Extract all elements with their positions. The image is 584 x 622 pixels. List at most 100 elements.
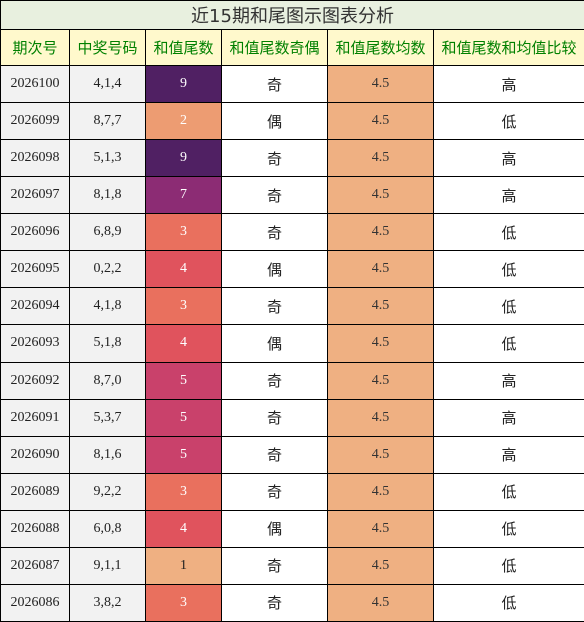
sum-tail-cell: 5: [145, 361, 222, 400]
sum-tail-cell: 1: [145, 546, 222, 585]
compare-cell: 高: [433, 435, 584, 474]
numbers-cell: 5,1,3: [69, 139, 146, 178]
compare-cell: 低: [433, 546, 584, 585]
issue-cell: 2026096: [0, 213, 70, 252]
compare-cell: 低: [433, 287, 584, 326]
table-row: 2026090 8,1,6 5 奇 4.5 高: [0, 435, 584, 474]
numbers-cell: 8,1,6: [69, 435, 146, 474]
compare-cell: 高: [433, 176, 584, 215]
parity-cell: 奇: [221, 176, 328, 215]
parity-cell: 偶: [221, 250, 328, 289]
sum-tail-cell: 9: [145, 139, 222, 178]
table-row: 2026089 9,2,2 3 奇 4.5 低: [0, 472, 584, 511]
numbers-cell: 8,1,8: [69, 176, 146, 215]
sum-tail-cell: 4: [145, 509, 222, 548]
parity-cell: 奇: [221, 583, 328, 622]
table-row: 2026093 5,1,8 4 偶 4.5 低: [0, 324, 584, 363]
parity-cell: 奇: [221, 361, 328, 400]
compare-cell: 高: [433, 64, 584, 104]
parity-cell: 奇: [221, 472, 328, 511]
compare-cell: 低: [433, 102, 584, 141]
compare-cell: 低: [433, 583, 584, 622]
average-cell: 4.5: [327, 435, 434, 474]
table-row: 2026098 5,1,3 9 奇 4.5 高: [0, 139, 584, 178]
average-cell: 4.5: [327, 398, 434, 437]
parity-cell: 奇: [221, 64, 328, 104]
sum-tail-cell: 3: [145, 583, 222, 622]
average-cell: 4.5: [327, 102, 434, 141]
table-row: 2026092 8,7,0 5 奇 4.5 高: [0, 361, 584, 400]
numbers-cell: 4,1,8: [69, 287, 146, 326]
issue-cell: 2026087: [0, 546, 70, 585]
issue-cell: 2026088: [0, 509, 70, 548]
average-cell: 4.5: [327, 139, 434, 178]
numbers-cell: 8,7,0: [69, 361, 146, 400]
issue-cell: 2026089: [0, 472, 70, 511]
table-row: 2026086 3,8,2 3 奇 4.5 低: [0, 583, 584, 622]
compare-cell: 高: [433, 139, 584, 178]
table-row: 2026097 8,1,8 7 奇 4.5 高: [0, 176, 584, 215]
sum-tail-cell: 2: [145, 102, 222, 141]
numbers-cell: 6,0,8: [69, 509, 146, 548]
issue-cell: 2026093: [0, 324, 70, 363]
sum-tail-cell: 3: [145, 287, 222, 326]
table-row: 2026096 6,8,9 3 奇 4.5 低: [0, 213, 584, 252]
parity-cell: 奇: [221, 139, 328, 178]
parity-cell: 偶: [221, 509, 328, 548]
numbers-cell: 3,8,2: [69, 583, 146, 622]
parity-cell: 奇: [221, 398, 328, 437]
sum-tail-cell: 3: [145, 472, 222, 511]
numbers-cell: 5,3,7: [69, 398, 146, 437]
numbers-cell: 8,7,7: [69, 102, 146, 141]
sum-tail-cell: 5: [145, 398, 222, 437]
issue-cell: 2026099: [0, 102, 70, 141]
parity-cell: 奇: [221, 287, 328, 326]
sum-tail-cell: 3: [145, 213, 222, 252]
header-numbers: 中奖号码: [69, 29, 146, 66]
numbers-cell: 5,1,8: [69, 324, 146, 363]
average-cell: 4.5: [327, 287, 434, 326]
average-cell: 4.5: [327, 324, 434, 363]
issue-cell: 2026095: [0, 250, 70, 289]
issue-cell: 2026086: [0, 583, 70, 622]
header-row: 期次号 中奖号码 和值尾数 和值尾数奇偶 和值尾数均数 和值尾数和均值比较: [0, 29, 584, 66]
numbers-cell: 0,2,2: [69, 250, 146, 289]
compare-cell: 高: [433, 361, 584, 400]
header-sum-tail: 和值尾数: [145, 29, 222, 66]
issue-cell: 2026100: [0, 64, 70, 104]
issue-cell: 2026092: [0, 361, 70, 400]
average-cell: 4.5: [327, 361, 434, 400]
parity-cell: 奇: [221, 546, 328, 585]
issue-cell: 2026094: [0, 287, 70, 326]
compare-cell: 低: [433, 250, 584, 289]
average-cell: 4.5: [327, 509, 434, 548]
table-title: 近15期和尾图示图表分析: [0, 0, 584, 30]
numbers-cell: 6,8,9: [69, 213, 146, 252]
average-cell: 4.5: [327, 472, 434, 511]
table-row: 2026088 6,0,8 4 偶 4.5 低: [0, 509, 584, 548]
compare-cell: 低: [433, 472, 584, 511]
numbers-cell: 4,1,4: [69, 64, 146, 104]
sum-tail-cell: 7: [145, 176, 222, 215]
table-row: 2026091 5,3,7 5 奇 4.5 高: [0, 398, 584, 437]
table-row: 2026095 0,2,2 4 偶 4.5 低: [0, 250, 584, 289]
average-cell: 4.5: [327, 546, 434, 585]
average-cell: 4.5: [327, 213, 434, 252]
average-cell: 4.5: [327, 176, 434, 215]
table-body: 2026100 4,1,4 9 奇 4.5 高 2026099 8,7,7 2 偶 4.5 低 2026…: [0, 64, 584, 622]
issue-cell: 2026091: [0, 398, 70, 437]
header-compare: 和值尾数和均值比较: [433, 29, 584, 66]
average-cell: 4.5: [327, 64, 434, 104]
table-row: 2026094 4,1,8 3 奇 4.5 低: [0, 287, 584, 326]
issue-cell: 2026090: [0, 435, 70, 474]
compare-cell: 低: [433, 509, 584, 548]
sum-tail-cell: 5: [145, 435, 222, 474]
numbers-cell: 9,2,2: [69, 472, 146, 511]
average-cell: 4.5: [327, 250, 434, 289]
issue-cell: 2026098: [0, 139, 70, 178]
parity-cell: 偶: [221, 102, 328, 141]
numbers-cell: 9,1,1: [69, 546, 146, 585]
header-average: 和值尾数均数: [327, 29, 434, 66]
table-row: 2026100 4,1,4 9 奇 4.5 高: [0, 64, 584, 104]
